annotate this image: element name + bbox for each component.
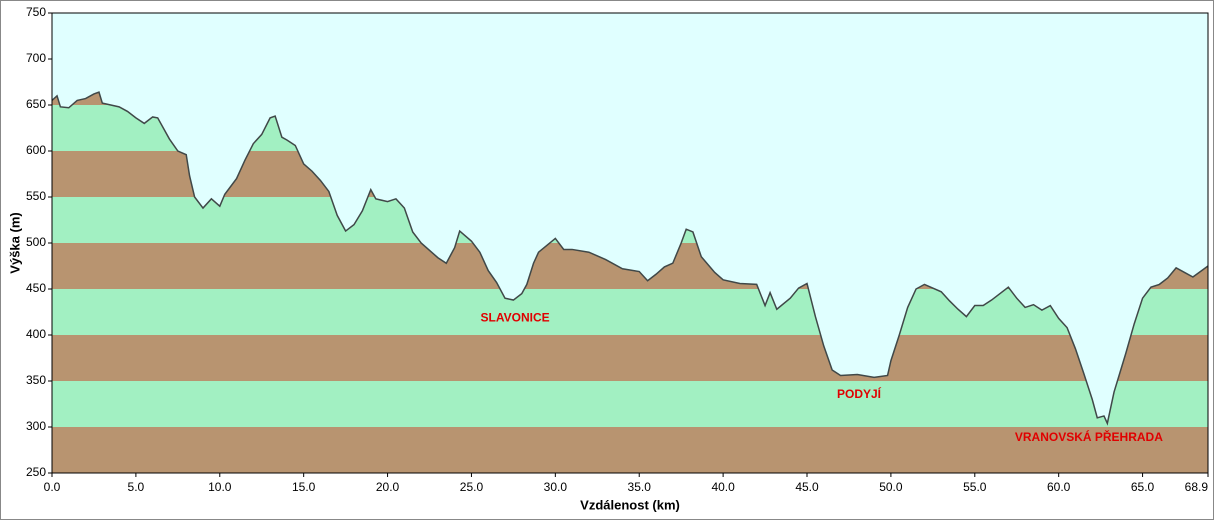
y-tick-label: 500 (26, 235, 46, 249)
x-tick-label: 60.0 (1047, 480, 1071, 494)
elevation-band (52, 335, 1208, 381)
y-tick-label: 250 (26, 465, 46, 479)
elevation-band (52, 381, 1208, 427)
x-tick-label: 45.0 (795, 480, 819, 494)
x-tick-label: 30.0 (544, 480, 568, 494)
x-tick-label: 40.0 (711, 480, 735, 494)
y-tick-label: 450 (26, 281, 46, 295)
y-axis-label: Výška (m) (7, 212, 22, 273)
y-tick-label: 300 (26, 419, 46, 433)
profile-line (51, 91, 1209, 426)
y-tick-label: 600 (26, 143, 46, 157)
y-tick-label: 400 (26, 327, 46, 341)
x-tick-label: 20.0 (376, 480, 400, 494)
x-tick-label: 55.0 (963, 480, 987, 494)
y-tick-label: 750 (26, 5, 46, 19)
x-tick-label: 25.0 (460, 480, 484, 494)
x-tick-label: 5.0 (128, 480, 145, 494)
y-tick-label: 650 (26, 97, 46, 111)
y-tick-label: 550 (26, 189, 46, 203)
x-tick-label: 65.0 (1131, 480, 1155, 494)
x-tick-label: 0.0 (44, 480, 61, 494)
annotation: PODYJÍ (837, 386, 882, 401)
elevation-band (52, 427, 1208, 473)
x-tick-label: 35.0 (628, 480, 652, 494)
x-tick-label: 15.0 (292, 480, 316, 494)
annotation: VRANOVSKÁ PŘEHRADA (1015, 429, 1163, 444)
x-tick-label: 68.9 (1185, 480, 1209, 494)
x-tick-label: 50.0 (879, 480, 903, 494)
x-axis-label: Vzdálenost (km) (580, 497, 680, 512)
y-tick-label: 700 (26, 51, 46, 65)
x-tick-label: 10.0 (208, 480, 232, 494)
annotation: SLAVONICE (481, 311, 550, 325)
y-tick-label: 350 (26, 373, 46, 387)
